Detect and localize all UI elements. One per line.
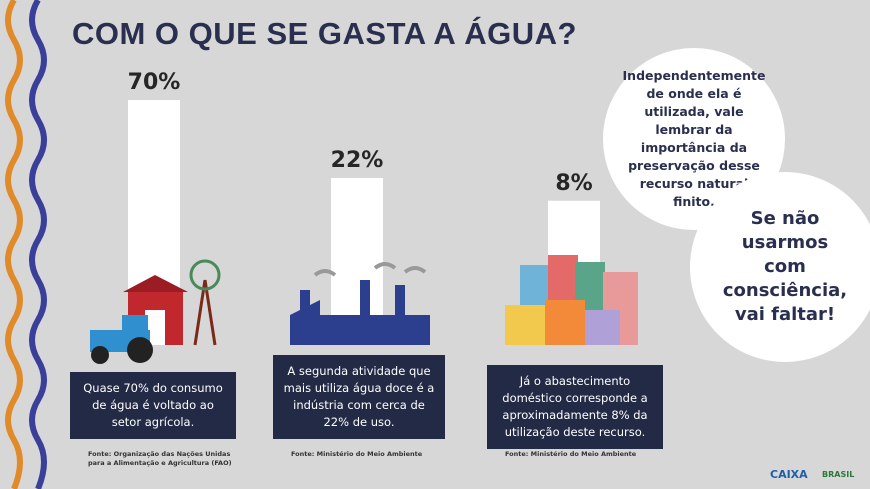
wave-orange	[5, 0, 23, 489]
value-label: 22%	[330, 148, 384, 173]
logo: BRASIL	[822, 470, 855, 479]
source: Fonte: Ministério do Meio Ambiente	[291, 450, 423, 458]
value-label: 8%	[555, 170, 593, 196]
description: A segunda atividade que mais utiliza águ…	[273, 355, 445, 439]
bubble: Se não usarmos com consciência, vai falt…	[690, 172, 870, 362]
logo: CAIXA	[770, 468, 808, 481]
source: Fonte: Ministério do Meio Ambiente	[505, 450, 637, 458]
farm-icon	[90, 259, 221, 364]
description: Quase 70% do consumo de água é voltado a…	[70, 372, 236, 439]
bubble: Independentemente de onde ela é utilizad…	[603, 48, 785, 230]
wave-blue	[29, 0, 47, 489]
houses-icon	[505, 255, 638, 345]
title: COM O QUE SE GASTA A ÁGUA?	[72, 16, 577, 51]
bar	[331, 178, 383, 335]
source: Fonte: Organização das Nações Unidas par…	[88, 450, 232, 467]
factory-icon	[290, 262, 430, 345]
description: Já o abastecimento doméstico corresponde…	[487, 365, 663, 449]
value-label: 70%	[127, 70, 181, 95]
